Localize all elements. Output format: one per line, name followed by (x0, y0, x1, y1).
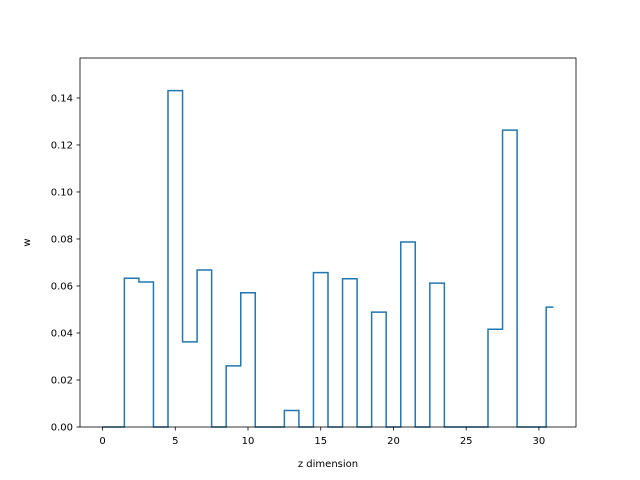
y-axis-label: w (22, 238, 33, 246)
x-tick-label: 15 (314, 436, 327, 447)
y-tick-label: 0.00 (51, 423, 73, 434)
x-tick-label: 20 (387, 436, 400, 447)
y-tick-label: 0.02 (51, 375, 73, 386)
x-tick-label: 5 (172, 436, 178, 447)
x-axis-label: z dimension (298, 459, 358, 470)
y-tick-label: 0.12 (51, 140, 73, 151)
plot-frame (79, 57, 577, 428)
x-tick-label: 30 (533, 436, 546, 447)
y-tick-label: 0.10 (51, 187, 73, 198)
y-tick-label: 0.08 (51, 234, 73, 245)
x-tick-label: 10 (242, 436, 255, 447)
y-tick-label: 0.04 (51, 328, 73, 339)
y-axis: 0.00 0.02 0.04 0.06 0.08 0.10 0.12 0.14 (51, 93, 80, 434)
x-axis: 0 5 10 15 20 25 30 (99, 427, 545, 447)
y-tick-label: 0.06 (51, 281, 73, 292)
x-tick-label: 0 (99, 436, 105, 447)
x-tick-label: 25 (460, 436, 473, 447)
y-tick-label: 0.14 (51, 93, 73, 104)
